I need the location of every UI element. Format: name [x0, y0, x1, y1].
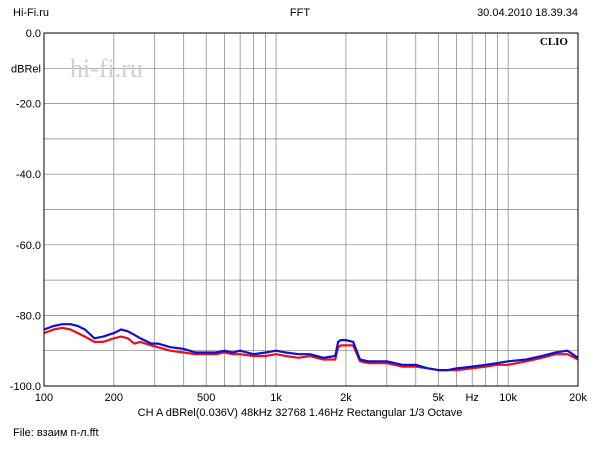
y-tick-label: -20.0 [16, 99, 41, 111]
measurement-info: CH A dBRel(0.036V) 48kHz 32768 1.46Hz Re… [137, 407, 463, 419]
file-name: File: взаим п-л.fft [13, 427, 99, 439]
x-tick-label: 500 [197, 392, 215, 404]
header-title: FFT [289, 7, 311, 19]
header-left-label: Hi-Fi.ru [13, 7, 50, 19]
x-tick-label: 20k [569, 392, 587, 404]
y-tick-label: 0.0 [26, 28, 41, 40]
axis-labels: 100 200 500 1k 2k 5k 10k 20k 0.0 -20.0 -40.0 -60.0 -… [10, 28, 588, 404]
grid [44, 33, 578, 386]
x-tick-label: 200 [105, 392, 123, 404]
plot-frame [43, 32, 579, 387]
watermark: hi-fi.ru [70, 54, 143, 83]
y-tick-label: -40.0 [16, 169, 41, 181]
y-tick-label: -80.0 [16, 310, 41, 322]
x-tick-label: 100 [35, 392, 53, 404]
y-axis-label: dBRel [11, 63, 41, 75]
x-axis-label: Hz [465, 392, 478, 404]
header-timestamp: 30.04.2010 18.39.34 [477, 7, 578, 19]
y-tick-label: -60.0 [16, 240, 41, 252]
x-tick-label: 2k [340, 392, 352, 404]
clio-brand-label: CLIO [540, 36, 569, 48]
x-tick-label: 5k [432, 392, 444, 404]
series-layer [43, 323, 579, 372]
x-tick-label: 1k [270, 392, 282, 404]
y-tick-label: -100.0 [10, 381, 41, 393]
series-line-1 [43, 326, 579, 372]
series-line-2 [43, 323, 579, 372]
x-tick-label: 10k [499, 392, 517, 404]
